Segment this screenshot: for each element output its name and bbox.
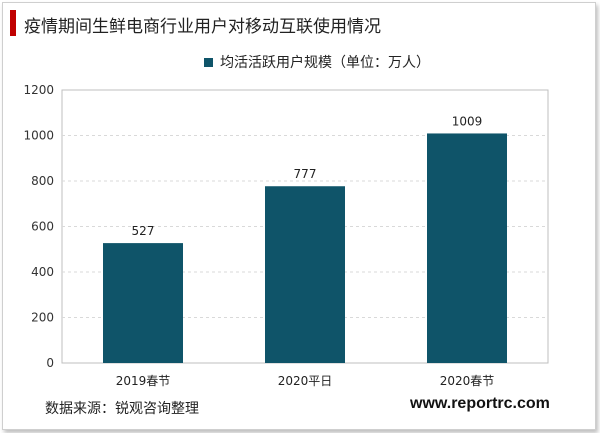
y-tick-label: 600: [31, 220, 54, 234]
y-tick-label: 800: [31, 174, 54, 188]
data-source: 数据来源：锐观咨询整理: [45, 401, 199, 417]
legend-swatch: [204, 57, 213, 67]
website-url: www.reportrc.com: [410, 395, 550, 412]
x-tick-label: 2020春节: [440, 374, 495, 388]
data-label: 777: [294, 167, 317, 181]
data-label: 1009: [452, 114, 483, 128]
data-label: 527: [132, 224, 155, 238]
y-tick-label: 1200: [23, 83, 54, 97]
bar: [427, 133, 507, 363]
title-accent-bar: [10, 10, 16, 36]
x-tick-label: 2019春节: [116, 374, 171, 388]
y-tick-label: 0: [46, 356, 54, 370]
legend-label: 均活活跃用户规模（单位：万人）: [220, 55, 430, 71]
legend: 均活活跃用户规模（单位：万人）: [204, 52, 430, 72]
y-tick-label: 1000: [23, 129, 54, 143]
bar: [265, 186, 345, 363]
x-tick-label: 2020平日: [278, 374, 333, 388]
bar: [103, 243, 183, 363]
y-tick-label: 200: [31, 311, 54, 325]
chart-title: 疫情期间生鲜电商行业用户对移动互联使用情况: [24, 17, 381, 37]
y-tick-label: 400: [31, 265, 54, 279]
